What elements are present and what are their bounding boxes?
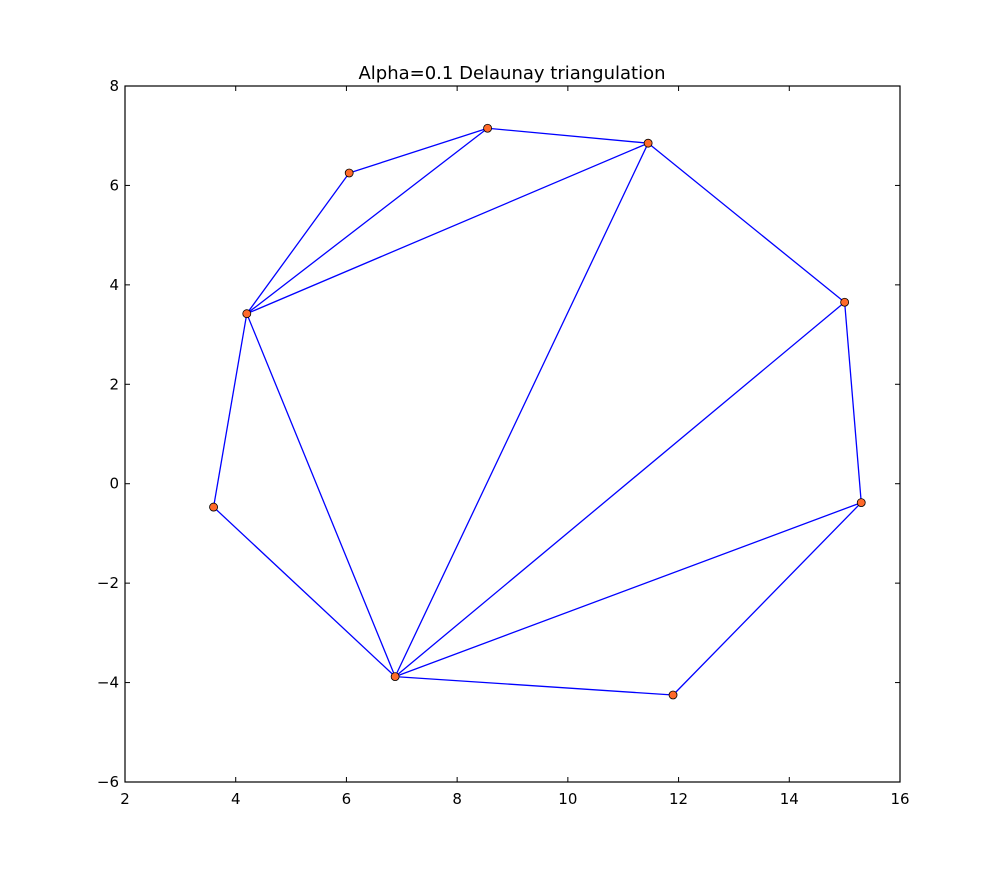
y-tick-label-4: 2 [109,375,119,393]
x-tick-label-0: 2 [120,790,130,808]
edge-14 [213,506,396,678]
data-point-5 [209,502,218,512]
edge-9 [394,501,862,678]
edge-4 [246,142,649,315]
edge-5 [394,142,649,677]
y-tick-label-3: 0 [109,475,119,493]
data-point-3 [242,309,252,319]
x-tick-label-5: 12 [669,790,688,808]
y-tick-label-6: 6 [109,176,119,194]
plot-frame [124,85,901,783]
edge-7 [843,302,862,503]
y-tick-label-7: 8 [109,77,119,95]
data-point-1 [643,138,653,148]
x-tick-label-6: 14 [780,790,799,808]
data-point-0 [483,123,492,133]
edge-2 [246,127,488,315]
chart-title: Alpha=0.1 Delaunay triangulation [358,63,665,84]
edge-3 [246,172,350,315]
data-point-7 [390,672,400,682]
edge-8 [394,301,846,678]
data-points [209,123,866,700]
y-tick-label-1: −4 [97,674,119,692]
edge-6 [647,142,846,303]
y-tick-label-5: 4 [109,276,119,294]
y-tick-labels: −6 −4 −2 0 2 4 6 8 [97,77,119,791]
x-tick-labels: 2 4 6 8 10 12 14 16 [120,790,909,808]
data-point-2 [344,168,354,178]
edge-11 [395,675,674,696]
x-tick-label-1: 4 [231,790,241,808]
y-tick-label-0: −6 [97,773,119,791]
triangulation-edges [212,127,862,696]
edge-13 [212,313,248,508]
data-point-4 [840,297,850,307]
x-tick-label-7: 16 [890,790,909,808]
edge-1 [348,127,488,174]
x-tick-label-3: 8 [452,790,462,808]
x-tick-label-4: 10 [558,790,577,808]
data-point-6 [856,498,866,508]
y-tick-label-2: −2 [97,574,119,592]
edge-10 [672,502,862,696]
edge-12 [246,313,396,677]
x-tick-label-2: 6 [342,790,352,808]
axis-ticks [124,85,901,783]
edge-0 [487,127,649,144]
data-point-8 [668,690,678,700]
